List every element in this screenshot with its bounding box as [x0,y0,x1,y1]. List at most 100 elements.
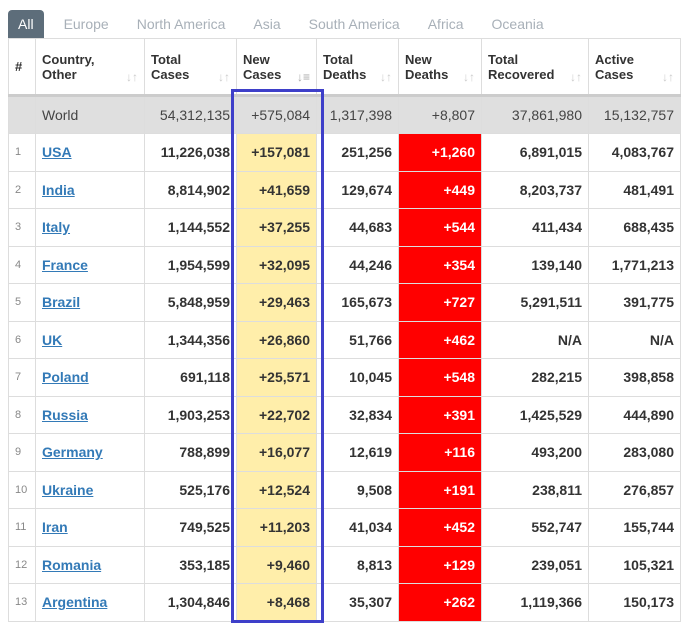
tab-north-america[interactable]: North America [136,16,226,32]
active-cases-cell: 4,083,767 [588,133,681,172]
sort-icon[interactable]: ↓↑ [570,70,582,84]
column-header-1[interactable]: Country, Other ↓↑ [35,38,145,97]
column-header-2[interactable]: Total Cases ↓↑ [144,38,237,97]
total-recovered-cell: N/A [481,320,589,359]
column-header-3[interactable]: New Cases ↓≡ [236,38,317,97]
country-cell: Germany [35,433,145,472]
header-line1: Active [595,51,635,67]
table-row: 9 Germany 788,899 +16,077 12,619 +116 493,200 2… [8,433,681,472]
total-cases-cell: 353,185 [144,545,237,584]
active-cases-cell: 276,857 [588,470,681,509]
active-cases-cell: 444,890 [588,395,681,434]
country-cell: UK [35,320,145,359]
country-link[interactable]: Romania [42,556,102,573]
sort-icon[interactable]: ↓↑ [218,70,230,84]
country-link[interactable]: Iran [42,519,68,536]
total-cases-cell: 691,118 [144,358,237,397]
rank-cell: 13 [8,583,36,622]
header-line2: Cases [595,66,634,82]
tab-europe[interactable]: Europe [63,16,109,32]
country-cell: Poland [35,358,145,397]
rank-cell: 10 [8,470,36,509]
rank-cell: 4 [8,245,36,284]
new-deaths-cell: +1,260 [398,133,482,172]
country-cell: USA [35,133,145,172]
table-row: 7 Poland 691,118 +25,571 10,045 +548 282,215 39… [8,358,681,397]
total-deaths-cell: 251,256 [316,133,399,172]
world-country: World [35,95,145,134]
table-row: 13 Argentina 1,304,846 +8,468 35,307 +262 1,11… [8,583,681,622]
new-deaths-cell: +391 [398,395,482,434]
country-link[interactable]: Argentina [42,594,108,611]
total-cases-cell: 788,899 [144,433,237,472]
new-cases-cell: +32,095 [236,245,317,284]
country-link[interactable]: India [42,181,75,198]
tab-all[interactable]: All [8,10,44,38]
table-row: 6 UK 1,344,356 +26,860 51,766 +462 N/A N/A [8,320,681,359]
total-recovered-cell: 282,215 [481,358,589,397]
new-deaths-cell: +449 [398,170,482,209]
table-row: 3 Italy 1,144,552 +37,255 44,683 +544 411,434 6… [8,208,681,247]
total-cases-cell: 1,903,253 [144,395,237,434]
new-cases-cell: +8,468 [236,583,317,622]
tab-africa[interactable]: Africa [427,16,464,32]
table-row: 11 Iran 749,525 +11,203 41,034 +452 552,747 155… [8,508,681,547]
sort-icon[interactable]: ↓≡ [296,70,310,84]
new-deaths-cell: +544 [398,208,482,247]
sort-icon[interactable]: ↓↑ [380,70,392,84]
country-cell: Iran [35,508,145,547]
rank-cell: 7 [8,358,36,397]
sort-icon[interactable]: ↓↑ [463,70,475,84]
total-cases-cell: 749,525 [144,508,237,547]
tab-asia[interactable]: Asia [253,16,281,32]
new-deaths-cell: +452 [398,508,482,547]
tab-oceania[interactable]: Oceania [491,16,544,32]
column-header-6[interactable]: Total Recovered ↓↑ [481,38,589,97]
column-header-4[interactable]: Total Deaths ↓↑ [316,38,399,97]
total-deaths-cell: 32,834 [316,395,399,434]
country-link[interactable]: France [42,256,88,273]
sort-icon[interactable]: ↓↑ [662,70,674,84]
total-cases-cell: 525,176 [144,470,237,509]
table-row: 5 Brazil 5,848,959 +29,463 165,673 +727 5,291,… [8,283,681,322]
total-recovered-cell: 552,747 [481,508,589,547]
new-deaths-cell: +116 [398,433,482,472]
total-deaths-cell: 165,673 [316,283,399,322]
total-recovered-cell: 8,203,737 [481,170,589,209]
covid-table: # Country, Other ↓↑ Total Cases ↓↑ New Cases ↓≡ To… [8,38,681,622]
header-line2: Recovered [488,66,555,82]
country-cell: France [35,245,145,284]
active-cases-cell: 1,771,213 [588,245,681,284]
table-row: 2 India 8,814,902 +41,659 129,674 +449 8,203,7… [8,170,681,209]
total-deaths-cell: 129,674 [316,170,399,209]
active-cases-cell: 105,321 [588,545,681,584]
new-cases-cell: +26,860 [236,320,317,359]
total-recovered-cell: 411,434 [481,208,589,247]
country-link[interactable]: Russia [42,406,88,423]
country-link[interactable]: Poland [42,369,89,386]
rank-cell: 12 [8,545,36,584]
total-deaths-cell: 44,246 [316,245,399,284]
table-row: 12 Romania 353,185 +9,460 8,813 +129 239,051 10… [8,545,681,584]
tab-south-america[interactable]: South America [308,16,400,32]
new-cases-cell: +9,460 [236,545,317,584]
country-link[interactable]: Brazil [42,294,81,311]
sort-icon[interactable]: ↓↑ [126,70,138,84]
total-recovered-cell: 493,200 [481,433,589,472]
header-line2: Deaths [405,66,449,82]
total-recovered-cell: 1,425,529 [481,395,589,434]
country-cell: Russia [35,395,145,434]
header-line2: Other [42,66,77,82]
country-link[interactable]: USA [42,144,72,161]
country-cell: Italy [35,208,145,247]
header-line1: Total [323,51,354,67]
country-cell: Romania [35,545,145,584]
column-header-5[interactable]: New Deaths ↓↑ [398,38,482,97]
country-cell: Brazil [35,283,145,322]
column-header-7[interactable]: Active Cases ↓↑ [588,38,681,97]
active-cases-cell: N/A [588,320,681,359]
country-link[interactable]: Ukraine [42,481,94,498]
country-link[interactable]: Germany [42,444,103,461]
country-link[interactable]: UK [42,331,63,348]
country-link[interactable]: Italy [42,219,71,236]
